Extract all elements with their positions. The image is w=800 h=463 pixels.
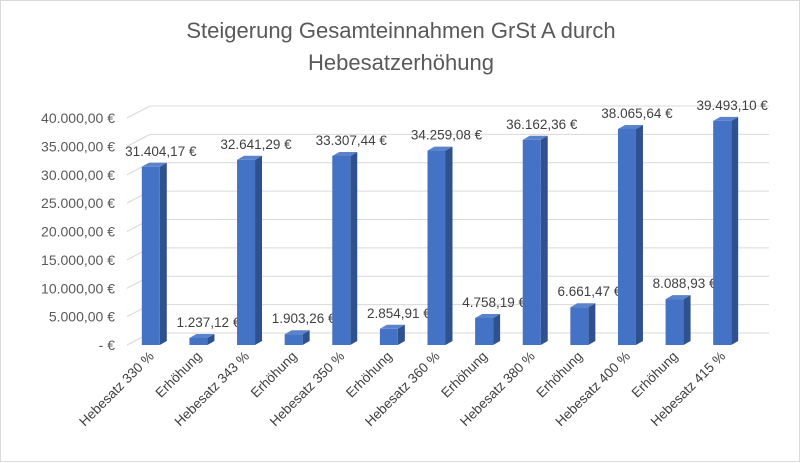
data-label: 32.641,29 € bbox=[220, 137, 292, 152]
bar-top bbox=[665, 295, 691, 300]
data-label: 34.259,08 € bbox=[411, 128, 483, 143]
data-label: 38.065,64 € bbox=[601, 106, 673, 121]
y-tick-label: 30.000,00 € bbox=[41, 167, 115, 183]
y-tick-label: - € bbox=[99, 337, 116, 353]
bar bbox=[141, 166, 160, 345]
bar-top bbox=[570, 303, 596, 308]
data-label: 4.758,19 € bbox=[462, 295, 526, 310]
y-tick-label: 35.000,00 € bbox=[41, 138, 115, 154]
bar-top bbox=[379, 324, 405, 329]
bar bbox=[665, 299, 684, 345]
bar-top bbox=[713, 116, 739, 121]
bar-side bbox=[302, 330, 310, 345]
bar-side bbox=[731, 116, 739, 346]
bar-top bbox=[284, 330, 310, 335]
bar-side bbox=[255, 155, 263, 345]
chart-title-line-1: Steigerung Gesamteinnahmen GrSt A durch bbox=[186, 18, 616, 43]
bar-top bbox=[617, 124, 643, 129]
bar-top bbox=[237, 155, 263, 160]
bar-top bbox=[141, 162, 167, 167]
bar bbox=[284, 334, 303, 345]
bar-side bbox=[159, 162, 167, 345]
x-tick-label: Hebesatz 330 % bbox=[76, 349, 157, 430]
bar-side bbox=[493, 313, 501, 345]
y-tick-label: 15.000,00 € bbox=[41, 252, 115, 268]
bar bbox=[332, 155, 351, 345]
bar bbox=[522, 139, 541, 345]
bar-side bbox=[445, 146, 453, 345]
bar-side bbox=[397, 324, 405, 345]
bar bbox=[379, 328, 398, 345]
data-label: 33.307,44 € bbox=[316, 133, 388, 148]
data-label: 1.237,12 € bbox=[177, 315, 241, 330]
data-label: 1.903,26 € bbox=[272, 311, 336, 326]
data-label: 8.088,93 € bbox=[653, 276, 717, 291]
data-label: 6.661,47 € bbox=[557, 284, 621, 299]
chart-title-line-2: Hebesatzerhöhung bbox=[308, 50, 494, 75]
bar-top bbox=[427, 146, 453, 151]
y-tick-label: 25.000,00 € bbox=[41, 195, 115, 211]
data-label: 36.162,36 € bbox=[506, 117, 578, 132]
y-tick-label: 10.000,00 € bbox=[41, 280, 115, 296]
bar-top bbox=[332, 151, 358, 156]
y-tick-label: 5.000,00 € bbox=[49, 309, 115, 325]
bar-top bbox=[475, 313, 501, 318]
bar bbox=[570, 307, 589, 345]
chart-title: Steigerung Gesamteinnahmen GrSt A durch … bbox=[1, 15, 800, 79]
bar bbox=[713, 120, 732, 346]
gridline-depth bbox=[126, 105, 151, 119]
data-label: 39.493,10 € bbox=[697, 98, 769, 113]
data-label: 2.854,91 € bbox=[367, 306, 431, 321]
bar-side bbox=[635, 124, 643, 345]
bar bbox=[189, 337, 208, 345]
bar bbox=[475, 317, 494, 345]
data-label: 31.404,17 € bbox=[125, 144, 197, 159]
bar-top bbox=[189, 333, 215, 338]
bar-side bbox=[350, 151, 358, 345]
gridline-depth bbox=[126, 133, 151, 147]
bar bbox=[237, 159, 256, 345]
bar-side bbox=[683, 295, 691, 345]
bar-side bbox=[207, 333, 215, 345]
bar bbox=[427, 150, 446, 345]
bar-side bbox=[540, 135, 548, 345]
bar-side bbox=[588, 303, 596, 345]
bar-top bbox=[522, 135, 548, 140]
y-tick-label: 20.000,00 € bbox=[41, 224, 115, 240]
y-tick-label: 40.000,00 € bbox=[41, 110, 115, 126]
bar bbox=[617, 128, 636, 345]
